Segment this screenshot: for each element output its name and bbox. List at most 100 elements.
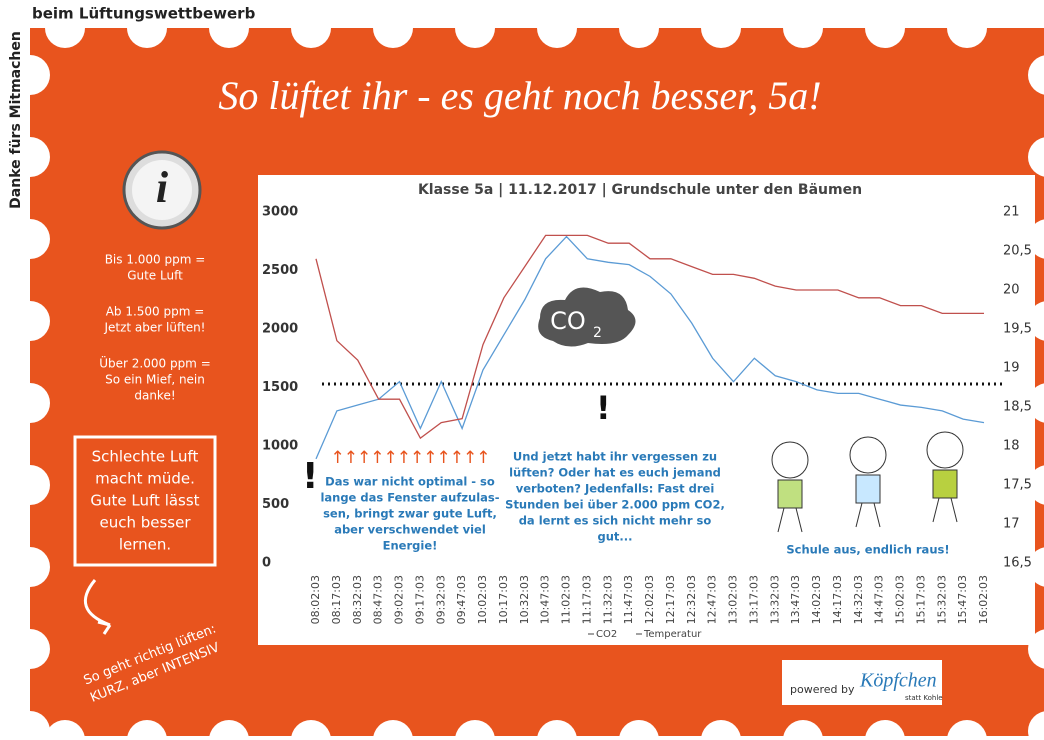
x-tick-label: 12:47:03 bbox=[706, 575, 719, 624]
scallop bbox=[127, 720, 167, 740]
scallop bbox=[10, 137, 50, 177]
info-text: Gute Luft bbox=[127, 269, 183, 283]
y-tick-label: 1000 bbox=[262, 439, 298, 454]
info-icon-letter: i bbox=[156, 163, 169, 212]
x-tick-label: 13:32:03 bbox=[768, 575, 781, 624]
info-text: So ein Mief, nein bbox=[105, 373, 205, 387]
series-line bbox=[315, 234, 984, 440]
scallop bbox=[10, 465, 50, 505]
box-text: Gute Luft lässt bbox=[90, 492, 199, 510]
info-text: Ab 1.500 ppm = bbox=[106, 305, 205, 319]
scallop bbox=[45, 720, 85, 740]
x-tick-label: 14:32:03 bbox=[852, 575, 865, 624]
top-text: beim Lüftungswettbewerb bbox=[32, 5, 256, 23]
annotation: lüften? Oder hat es euch jemand bbox=[509, 466, 721, 480]
x-tick-label: 14:17:03 bbox=[831, 575, 844, 624]
info-text: Über 2.000 ppm = bbox=[99, 355, 211, 371]
scallop bbox=[373, 8, 413, 48]
kid-legs bbox=[855, 502, 881, 528]
footer-powered: powered by bbox=[790, 683, 855, 696]
x-tick-label: 12:17:03 bbox=[664, 575, 677, 624]
scallop bbox=[1028, 137, 1044, 177]
annotation: Das war nicht optimal - so bbox=[325, 475, 495, 489]
annotation: Und jetzt habt ihr vergessen zu bbox=[513, 450, 717, 464]
kid-legs bbox=[777, 507, 803, 533]
info-text: danke! bbox=[134, 389, 175, 403]
info-text: Bis 1.000 ppm = bbox=[105, 253, 206, 267]
x-tick-label: 08:02:03 bbox=[309, 575, 322, 624]
scallop bbox=[1028, 55, 1044, 95]
kid-body bbox=[777, 479, 803, 509]
x-tick-label: 10:32:03 bbox=[518, 575, 531, 624]
chart-panel bbox=[258, 175, 1035, 645]
x-tick-label: 11:02:03 bbox=[560, 575, 573, 624]
info-icon-inner bbox=[132, 160, 192, 220]
scallop bbox=[209, 720, 249, 740]
scallop bbox=[10, 629, 50, 669]
annotation: aber verschwendet viel bbox=[334, 523, 486, 537]
scallop bbox=[209, 8, 249, 48]
y2-tick-label: 20 bbox=[1003, 283, 1020, 298]
y2-tick-label: 21 bbox=[1003, 205, 1020, 220]
message-box bbox=[73, 435, 217, 567]
side-text: Danke fürs Mitmachen bbox=[8, 31, 24, 209]
scallop bbox=[701, 8, 741, 48]
annotation: Schule aus, endlich raus! bbox=[786, 543, 949, 557]
x-tick-label: 13:47:03 bbox=[789, 575, 802, 624]
y-tick-label: 2500 bbox=[262, 263, 298, 278]
annotation: verboten? Jedenfalls: Fast drei bbox=[516, 482, 715, 496]
y2-tick-label: 17 bbox=[1003, 517, 1020, 532]
scallop bbox=[291, 720, 331, 740]
y2-tick-label: 19,5 bbox=[1003, 322, 1032, 337]
scallop bbox=[1028, 711, 1044, 740]
kid-head bbox=[849, 436, 887, 474]
y2-tick-label: 17,5 bbox=[1003, 478, 1032, 493]
y-tick-label: 500 bbox=[262, 497, 289, 512]
arrows: ↑↑↑↑↑↑↑↑↑↑↑↑ bbox=[331, 448, 490, 468]
y-tick-label: 3000 bbox=[262, 205, 298, 220]
box-text: euch besser bbox=[99, 514, 191, 532]
scallop bbox=[783, 8, 823, 48]
x-tick-label: 09:32:03 bbox=[434, 575, 447, 624]
x-tick-label: 15:32:03 bbox=[935, 575, 948, 624]
annotation: gut... bbox=[597, 530, 632, 544]
x-tick-label: 14:02:03 bbox=[810, 575, 823, 624]
x-tick-label: 10:47:03 bbox=[539, 575, 552, 624]
y-tick-label: 0 bbox=[262, 556, 271, 571]
x-tick-label: 09:17:03 bbox=[413, 575, 426, 624]
scallop bbox=[865, 8, 905, 48]
tip-arrow-head bbox=[97, 620, 112, 635]
x-tick-label: 13:02:03 bbox=[727, 575, 740, 624]
scallop bbox=[10, 301, 50, 341]
x-tick-label: 09:47:03 bbox=[455, 575, 468, 624]
scallop bbox=[291, 8, 331, 48]
y2-tick-label: 20,5 bbox=[1003, 244, 1032, 259]
x-tick-label: 09:02:03 bbox=[393, 575, 406, 624]
x-tick-label: 08:47:03 bbox=[372, 575, 385, 624]
y-tick-label: 1500 bbox=[262, 380, 298, 395]
x-tick-label: 15:02:03 bbox=[894, 575, 907, 624]
footer-brand: Köpfchen bbox=[859, 670, 937, 692]
x-tick-label: 15:17:03 bbox=[914, 575, 927, 624]
legend-label: CO2 bbox=[596, 629, 617, 640]
co2-cloud bbox=[538, 287, 636, 347]
kid-head bbox=[926, 431, 964, 469]
scallop bbox=[619, 720, 659, 740]
poster-title: So lüftet ihr - es geht noch besser, 5a! bbox=[218, 73, 821, 118]
x-tick-label: 11:32:03 bbox=[601, 575, 614, 624]
scallop bbox=[127, 8, 167, 48]
scallop bbox=[10, 383, 50, 423]
kid-body bbox=[932, 469, 958, 499]
y2-tick-label: 18,5 bbox=[1003, 400, 1032, 415]
kid-body bbox=[855, 474, 881, 504]
x-tick-label: 15:47:03 bbox=[956, 575, 969, 624]
exclamation: ! bbox=[302, 456, 318, 497]
scallop bbox=[701, 720, 741, 740]
scallop bbox=[10, 55, 50, 95]
footer-logo-box bbox=[782, 660, 942, 705]
kid-legs bbox=[932, 497, 958, 523]
chart-title: Klasse 5a | 11.12.2017 | Grundschule unt… bbox=[418, 182, 862, 198]
x-tick-label: 11:47:03 bbox=[622, 575, 635, 624]
